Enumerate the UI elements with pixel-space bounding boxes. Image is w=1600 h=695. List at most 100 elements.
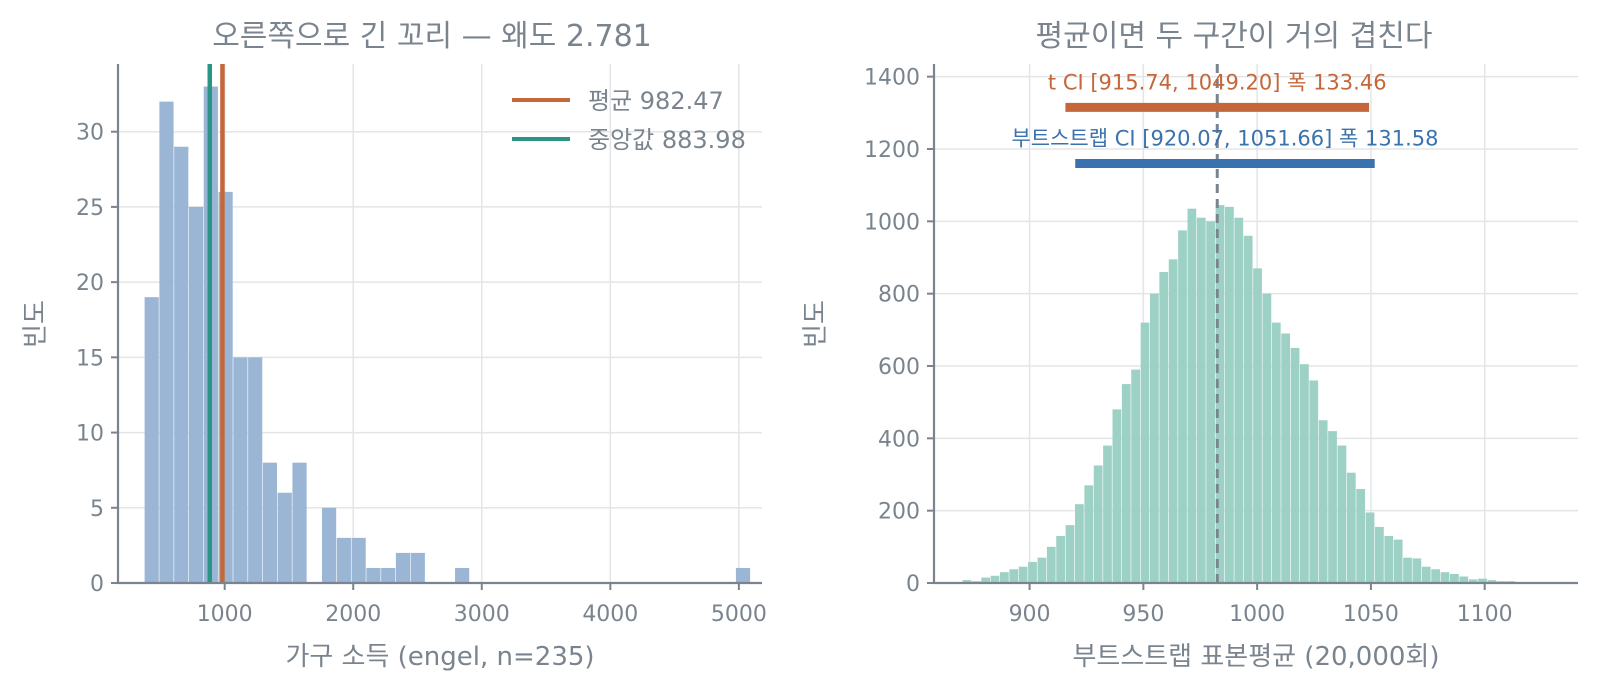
- income-histogram-bar: [455, 567, 470, 583]
- left-x-ticks: 1000 2000 3000 4000 5000: [197, 583, 767, 627]
- y-tick-label: 1200: [864, 138, 920, 163]
- y-tick-label: 30: [76, 121, 104, 146]
- bootstrap-histogram-bar: [1028, 562, 1037, 583]
- income-histogram-bar: [735, 567, 751, 583]
- y-tick-label: 25: [76, 196, 104, 221]
- bootstrap-histogram-bar: [1356, 488, 1366, 583]
- bootstrap-histogram-bar: [1290, 347, 1300, 583]
- x-tick-label: 3000: [454, 602, 510, 627]
- bootstrap-histogram-bar: [1196, 217, 1206, 583]
- bootstrap-histogram-bar: [1103, 445, 1112, 583]
- left-reference-lines: [207, 64, 225, 583]
- bootstrap-histogram-bar: [1159, 271, 1169, 583]
- bootstrap-histogram-bar: [990, 575, 1000, 583]
- income-histogram-bar: [351, 537, 366, 583]
- bootstrap-histogram-bar: [1318, 420, 1328, 583]
- bootstrap-histogram-bar: [1459, 576, 1469, 583]
- left-x-axis-label: 가구 소득 (engel, n=235): [285, 642, 594, 672]
- left-legend: 평균 982.47 중앙값 883.98: [512, 87, 746, 154]
- right-x-axis-label: 부트스트랩 표본평균 (20,000회): [1073, 642, 1440, 672]
- bootstrap-histogram-bar: [1140, 322, 1150, 583]
- bootstrap-histogram-bar: [1393, 539, 1403, 583]
- right-chart-title: 평균이면 두 구간이 거의 겹친다: [1036, 19, 1433, 54]
- income-histogram-bar: [277, 492, 292, 583]
- income-histogram-bar: [366, 567, 381, 583]
- y-tick-label: 0: [906, 572, 920, 597]
- bootstrap-histogram-bar: [1234, 217, 1244, 583]
- x-tick-label: 1100: [1457, 602, 1513, 627]
- bootstrap-histogram-bar: [1121, 384, 1131, 583]
- legend-label-median: 중앙값 883.98: [588, 126, 746, 154]
- left-chart-title: 오른쪽으로 긴 꼬리 — 왜도 2.781: [212, 19, 652, 54]
- y-tick-label: 0: [90, 572, 104, 597]
- t-ci-label: t CI [915.74, 1049.20] 폭 133.46: [1048, 70, 1387, 94]
- y-tick-label: 1000: [864, 210, 920, 235]
- bootstrap-histogram-bar: [1271, 322, 1281, 583]
- bootstrap-histogram-bar: [1253, 268, 1262, 583]
- income-histogram-bar: [381, 567, 396, 583]
- bootstrap-histogram-bar: [1440, 572, 1450, 583]
- x-tick-label: 2000: [325, 602, 381, 627]
- bootstrap-histogram-bar: [1206, 221, 1216, 584]
- x-tick-label: 1000: [197, 602, 253, 627]
- bootstrap-histogram-bar: [1412, 558, 1422, 583]
- x-tick-label: 1000: [1229, 602, 1285, 627]
- income-histogram-bar: [174, 146, 189, 583]
- income-histogram-bar: [410, 552, 425, 583]
- bootstrap-histogram-bar: [1018, 566, 1028, 583]
- income-histogram-bar: [292, 462, 307, 583]
- bootstrap-histogram-bar: [1037, 557, 1047, 583]
- bootstrap-histogram-bar: [1187, 208, 1197, 583]
- bootstrap-histogram-bar: [1384, 535, 1394, 583]
- y-tick-label: 600: [878, 355, 920, 380]
- bootstrap-histogram-bar: [1178, 230, 1187, 584]
- bootstrap-histogram-bar: [1478, 578, 1487, 583]
- bootstrap-histogram-bar: [1150, 293, 1159, 583]
- y-tick-label: 200: [878, 500, 920, 525]
- bootstrap-histogram-bar: [1375, 526, 1384, 583]
- y-tick-label: 20: [76, 271, 104, 296]
- right-x-ticks: 900 950 1000 1050 1100: [1009, 583, 1513, 627]
- y-tick-label: 10: [76, 422, 104, 447]
- left-histogram-bars: [144, 86, 751, 584]
- bootstrap-histogram-bar: [1046, 546, 1056, 583]
- bootstrap-histogram-bar: [962, 580, 972, 583]
- left-y-ticks: 0 5 10 15 20 25 30: [76, 121, 118, 597]
- income-histogram-bar: [159, 101, 174, 583]
- income-histogram-bar: [336, 537, 351, 583]
- bootstrap-histogram-bar: [1328, 431, 1337, 583]
- left-y-axis-label: 빈도: [21, 300, 51, 348]
- bootstrap-histogram-bar: [1421, 566, 1431, 583]
- income-histogram-bar: [262, 462, 278, 583]
- legend-label-mean: 평균 982.47: [588, 87, 724, 115]
- bootstrap-ci-label: 부트스트랩 CI [920.07, 1051.66] 폭 131.58: [1011, 126, 1438, 150]
- x-tick-label: 5000: [711, 602, 767, 627]
- bootstrap-histogram-bar: [1468, 579, 1478, 583]
- right-confidence-intervals: t CI [915.74, 1049.20] 폭 133.46 부트스트랩 CI …: [1011, 70, 1438, 168]
- income-histogram-bar: [321, 507, 337, 583]
- income-histogram-bar: [233, 357, 248, 583]
- bootstrap-histogram-bar: [1450, 573, 1459, 583]
- bootstrap-histogram-bar: [1093, 465, 1103, 583]
- income-histogram-bar: [188, 206, 204, 584]
- income-histogram-bar: [248, 357, 263, 583]
- x-tick-label: 950: [1122, 602, 1164, 627]
- bootstrap-histogram-bar: [999, 572, 1009, 583]
- bootstrap-histogram-bar: [1403, 557, 1412, 583]
- bootstrap-histogram-bar: [1074, 504, 1084, 583]
- bootstrap-histogram-bar: [1346, 472, 1356, 583]
- income-histogram-bar: [144, 297, 159, 583]
- x-tick-label: 1050: [1343, 602, 1399, 627]
- bootstrap-histogram-bar: [1215, 205, 1225, 584]
- bootstrap-histogram-bar: [1309, 380, 1319, 583]
- bootstrap-histogram-bar: [1225, 206, 1234, 583]
- bootstrap-histogram-bar: [1056, 535, 1066, 583]
- bootstrap-histogram-bar: [1009, 569, 1019, 583]
- bootstrap-histogram-bar: [1168, 259, 1178, 583]
- y-tick-label: 5: [90, 497, 104, 522]
- y-tick-label: 15: [76, 346, 104, 371]
- y-tick-label: 400: [878, 427, 920, 452]
- bootstrap-histogram-bar: [1112, 409, 1122, 583]
- bootstrap-histogram-bar: [1131, 369, 1141, 583]
